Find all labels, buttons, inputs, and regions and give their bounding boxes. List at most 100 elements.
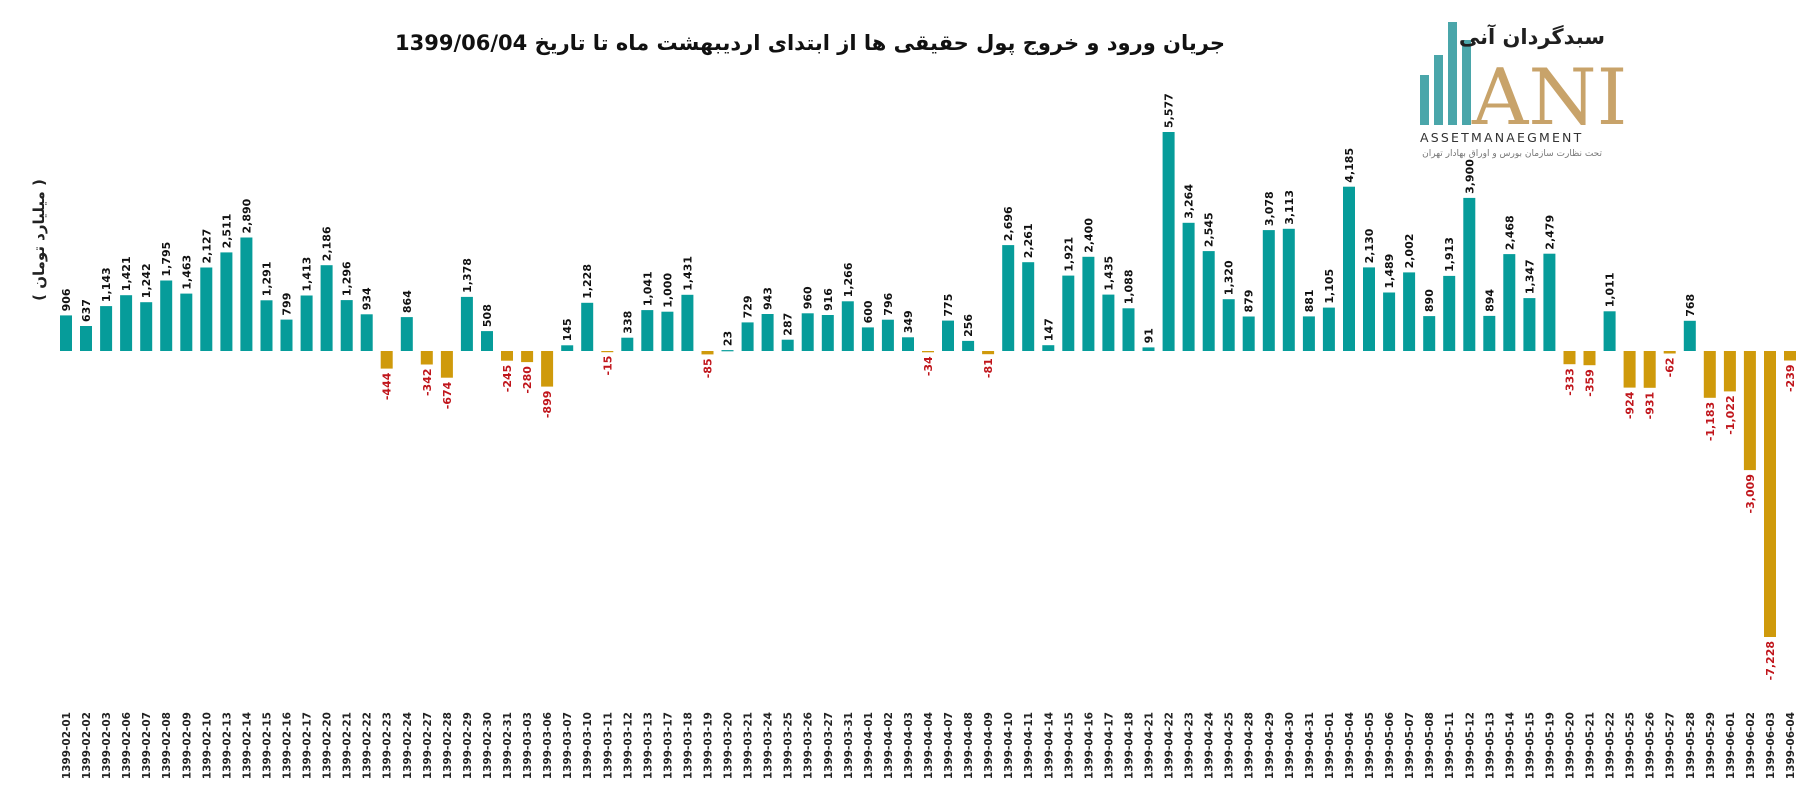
bar-1399-04-31 (1302, 316, 1315, 351)
bar-1399-05-08 (1423, 316, 1436, 351)
bar-1399-04-15 (1062, 275, 1075, 351)
value-label-1399-05-05: 2,130 (1363, 228, 1376, 263)
value-label-1399-04-17: 1,435 (1102, 256, 1115, 291)
bar-1399-02-14 (240, 237, 253, 351)
value-label-1399-02-23: -444 (381, 372, 394, 400)
value-label-1399-05-12: 3,900 (1463, 159, 1476, 194)
x-tick-1399-02-24: 1399-02-24 (402, 712, 414, 779)
value-label-1399-03-26: 960 (802, 286, 815, 309)
value-label-1399-04-15: 1,921 (1062, 237, 1075, 272)
bar-1399-05-11 (1443, 275, 1456, 351)
x-tick-1399-02-21: 1399-02-21 (342, 712, 354, 779)
value-label-1399-04-23: 3,264 (1183, 184, 1196, 219)
bar-1399-03-24 (761, 314, 774, 351)
x-tick-1399-03-07: 1399-03-07 (562, 712, 574, 779)
bar-1399-04-18 (1122, 308, 1135, 351)
x-tick-1399-03-20: 1399-03-20 (723, 712, 735, 779)
bar-1399-02-27 (420, 351, 433, 365)
x-tick-1399-02-08: 1399-02-08 (161, 712, 173, 779)
x-tick-1399-04-11: 1399-04-11 (1023, 712, 1035, 779)
y-axis-label: ( میلیارد تومان ) (30, 179, 48, 301)
bar-1399-02-20 (320, 265, 333, 351)
value-label-1399-04-25: 1,320 (1223, 260, 1236, 295)
value-label-1399-04-31: 881 (1303, 289, 1316, 312)
x-tick-1399-02-10: 1399-02-10 (201, 712, 213, 779)
bar-1399-04-25 (1222, 299, 1235, 351)
x-tick-1399-03-26: 1399-03-26 (803, 712, 815, 779)
value-label-1399-03-11: -15 (601, 356, 614, 376)
x-tick-1399-05-20: 1399-05-20 (1565, 712, 1577, 779)
bar-1399-04-22 (1162, 132, 1175, 351)
bar-1399-02-01 (60, 315, 72, 351)
bar-1399-05-19 (1543, 253, 1556, 351)
bar-1399-02-23 (380, 351, 393, 369)
bar-1399-04-14 (1042, 345, 1055, 351)
value-label-1399-02-14: 2,890 (240, 198, 253, 233)
value-label-1399-02-22: 934 (361, 287, 374, 310)
bar-1399-05-20 (1563, 351, 1576, 365)
value-label-1399-02-10: 2,127 (200, 229, 213, 264)
x-tick-1399-04-07: 1399-04-07 (943, 712, 955, 779)
x-tick-1399-03-25: 1399-03-25 (783, 712, 795, 779)
value-label-1399-05-26: -931 (1644, 392, 1657, 420)
x-tick-1399-03-18: 1399-03-18 (682, 712, 694, 779)
value-label-1399-04-10: 2,696 (1002, 206, 1015, 241)
x-tick-1399-03-19: 1399-03-19 (703, 712, 715, 779)
bar-1399-03-20 (721, 350, 734, 352)
bar-1399-02-30 (481, 331, 493, 351)
value-label-1399-05-25: -924 (1624, 391, 1637, 419)
x-tick-1399-03-10: 1399-03-10 (582, 712, 594, 779)
bar-1399-03-03 (521, 351, 534, 363)
value-label-1399-04-02: 796 (882, 292, 895, 315)
bar-1399-04-11 (1022, 262, 1035, 351)
x-tick-1399-05-21: 1399-05-21 (1585, 712, 1597, 779)
value-label-1399-02-06: 1,421 (120, 256, 133, 291)
x-tick-1399-05-05: 1399-05-05 (1364, 712, 1376, 779)
bar-1399-02-10 (200, 267, 213, 351)
bar-1399-06-02 (1743, 351, 1756, 471)
x-tick-1399-04-16: 1399-04-16 (1083, 712, 1095, 779)
x-tick-1399-02-15: 1399-02-15 (262, 712, 274, 779)
x-tick-1399-02-09: 1399-02-09 (181, 712, 193, 779)
bar-1399-02-02 (80, 326, 92, 351)
bar-1399-04-23 (1182, 222, 1195, 351)
value-label-1399-05-11: 1,913 (1443, 237, 1456, 272)
bar-1399-04-29 (1262, 230, 1275, 351)
x-tick-1399-02-03: 1399-02-03 (101, 712, 113, 779)
x-tick-1399-02-29: 1399-02-29 (462, 712, 474, 779)
value-label-1399-03-31: 1,266 (842, 262, 855, 297)
value-label-1399-04-03: 349 (902, 310, 915, 333)
bar-1399-04-01 (861, 327, 874, 351)
x-tick-1399-05-15: 1399-05-15 (1524, 712, 1536, 779)
value-label-1399-04-07: 775 (942, 294, 955, 317)
bar-1399-03-07 (561, 345, 574, 351)
x-tick-1399-02-31: 1399-02-31 (502, 712, 514, 779)
x-tick-1399-05-14: 1399-05-14 (1504, 712, 1516, 779)
bar-1399-02-03 (100, 306, 113, 351)
x-tick-1399-06-03: 1399-06-03 (1765, 712, 1777, 779)
bar-1399-03-18 (681, 294, 694, 351)
value-label-1399-02-13: 2,511 (220, 214, 233, 249)
value-label-1399-04-01: 600 (862, 300, 875, 323)
value-label-1399-03-25: 287 (782, 313, 795, 336)
bar-1399-05-29 (1703, 351, 1716, 398)
x-tick-1399-02-17: 1399-02-17 (302, 712, 314, 779)
bar-1399-05-15 (1523, 298, 1536, 351)
x-tick-1399-04-01: 1399-04-01 (863, 712, 875, 779)
x-tick-1399-04-29: 1399-04-29 (1264, 712, 1276, 779)
value-label-1399-05-01: 1,105 (1323, 269, 1336, 304)
value-label-1399-05-04: 4,185 (1343, 148, 1356, 183)
value-label-1399-04-08: 256 (962, 314, 975, 337)
bar-1399-05-04 (1343, 186, 1355, 351)
x-tick-1399-05-22: 1399-05-22 (1605, 712, 1617, 779)
x-tick-1399-03-06: 1399-03-06 (542, 712, 554, 779)
x-tick-1399-05-25: 1399-05-25 (1625, 712, 1637, 779)
x-tick-1399-03-12: 1399-03-12 (622, 712, 634, 779)
x-tick-1399-04-03: 1399-04-03 (903, 712, 915, 779)
value-label-1399-04-16: 2,400 (1082, 218, 1095, 253)
bar-1399-02-24 (400, 317, 413, 351)
x-tick-1399-05-04: 1399-05-04 (1344, 712, 1356, 779)
x-tick-1399-02-30: 1399-02-30 (482, 712, 494, 779)
bar-1399-03-21 (741, 322, 754, 351)
